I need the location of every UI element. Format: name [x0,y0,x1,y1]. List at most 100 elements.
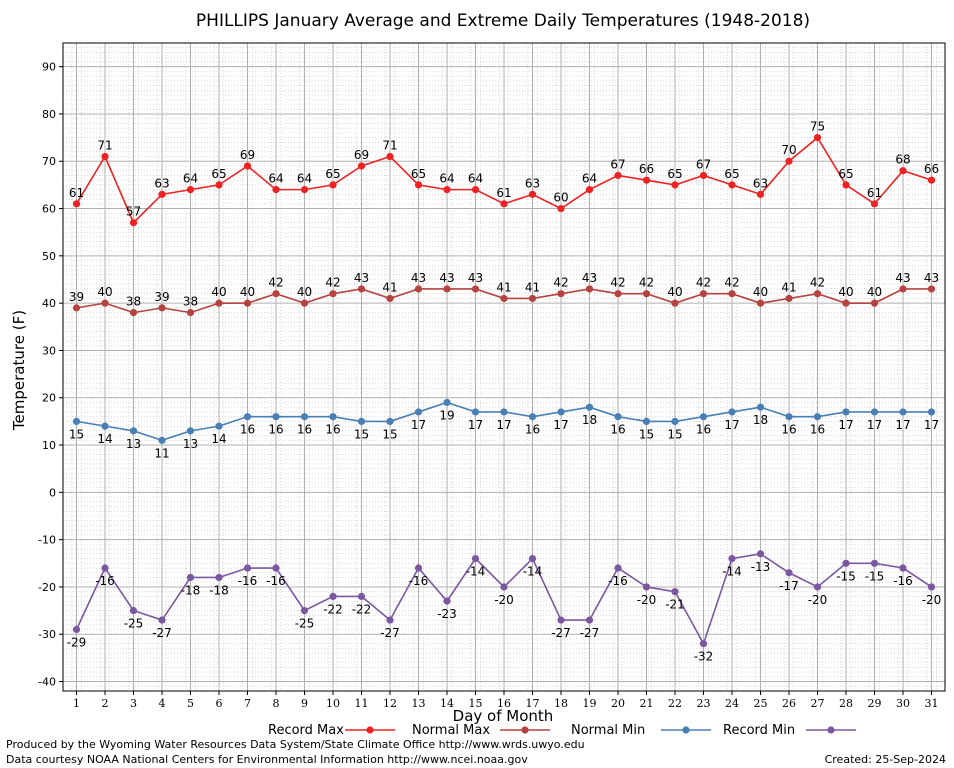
normal-min-data-label: 17 [724,418,739,432]
normal-min-point [215,422,223,430]
record-min-point [129,606,138,615]
y-tick-label: 10 [42,439,56,452]
record-min-point [813,583,822,591]
record-max-point [671,181,679,189]
record-min-data-label: -22 [323,602,343,616]
normal-max-point [329,290,337,298]
record-min-point [927,583,936,591]
record-max-data-label: 61 [69,186,84,200]
record-max-point [329,181,337,189]
y-tick-label: 30 [42,344,56,357]
record-min-point [557,616,565,624]
record-min-data-label: -16 [608,574,628,588]
record-max-data-label: 65 [411,167,426,181]
x-tick-label: 5 [187,697,194,710]
record-max-point [186,186,195,194]
x-tick-label: 30 [896,697,910,710]
normal-min-point [500,408,508,416]
normal-min-point [585,403,594,411]
normal-min-data-label: 15 [667,427,682,441]
record-min-point [785,569,793,577]
normal-max-data-label: 39 [69,290,84,304]
record-max-data-label: 67 [696,157,711,171]
normal-min-point [72,417,81,425]
y-tick-label: -40 [38,676,56,689]
normal-max-point [870,299,879,307]
normal-max-data-label: 43 [354,271,369,285]
record-max-data-label: 64 [183,172,198,186]
y-tick-label: 90 [42,61,56,74]
record-min-point [186,573,195,582]
normal-max-point [557,290,565,298]
normal-min-point [642,417,651,425]
record-max-point [785,157,793,165]
x-tick-label: 23 [697,697,711,710]
normal-min-data-label: 17 [838,418,853,432]
normal-min-data-label: 16 [696,423,711,437]
record-max-point [528,190,537,198]
record-max-data-label: 64 [468,172,483,186]
chart-title: PHILLIPS January Average and Extreme Dai… [196,11,810,31]
normal-max-data-label: 40 [838,285,853,299]
record-max-data-label: 61 [496,186,511,200]
normal-max-data-label: 40 [867,285,882,299]
normal-max-data-label: 41 [525,280,540,294]
x-tick-label: 13 [412,697,426,710]
normal-max-point [243,299,252,307]
footer-created-date: Created: 25-Sep-2024 [825,753,946,766]
x-tick-label: 26 [782,697,796,710]
normal-min-data-label: 17 [553,418,568,432]
normal-max-point [614,290,622,298]
normal-min-data-label: 15 [69,427,84,441]
normal-min-point [386,417,394,425]
normal-min-data-label: 16 [810,423,825,437]
record-min-point [101,564,109,572]
record-max-point [300,186,309,194]
legend: Record Max Normal Max Normal Min Record Min [268,723,856,738]
record-min-point [158,616,166,624]
normal-min-point [842,408,850,416]
normal-max-data-label: 43 [582,271,597,285]
record-max-point [101,152,109,161]
record-max-point [899,167,907,175]
record-max-data-label: 75 [810,120,825,134]
normal-max-point [927,285,936,293]
record-min-data-label: -20 [922,593,942,607]
record-max-data-label: 68 [895,153,910,167]
record-max-point [842,181,850,189]
x-tick-label: 14 [440,697,454,710]
record-min-point [215,573,223,582]
normal-min-data-label: 18 [753,413,768,427]
record-max-data-label: 69 [354,148,369,162]
normal-max-data-label: 42 [268,276,283,290]
normal-max-point [785,294,793,303]
record-max-data-label: 65 [325,167,340,181]
normal-min-point [785,413,793,421]
normal-max-point [813,290,822,298]
normal-max-point [728,290,736,298]
normal-max-data-label: 40 [753,285,768,299]
normal-min-point [158,436,166,444]
normal-min-point [927,408,936,416]
y-tick-label: 0 [49,486,56,499]
x-tick-label: 25 [754,697,768,710]
normal-max-point [300,299,309,307]
normal-max-point [129,309,138,317]
normal-min-legend-label: Normal Min [571,723,645,738]
normal-max-point [642,290,651,298]
record-min-data-label: -25 [295,617,315,631]
normal-max-data-label: 39 [154,290,169,304]
record-min-legend-marker [827,726,835,734]
normal-min-point [357,417,366,425]
normal-max-point [671,299,679,307]
record-min-point [842,559,850,567]
record-max-point [699,171,708,180]
record-min-point [243,564,252,572]
normal-max-legend-marker [521,726,529,734]
normal-min-data-label: 16 [610,423,625,437]
record-min-data-label: -13 [751,560,771,574]
record-min-data-label: -17 [779,579,799,593]
normal-max-point [585,285,594,293]
y-tick-label: 70 [42,155,56,168]
record-max-data-label: 67 [610,157,625,171]
